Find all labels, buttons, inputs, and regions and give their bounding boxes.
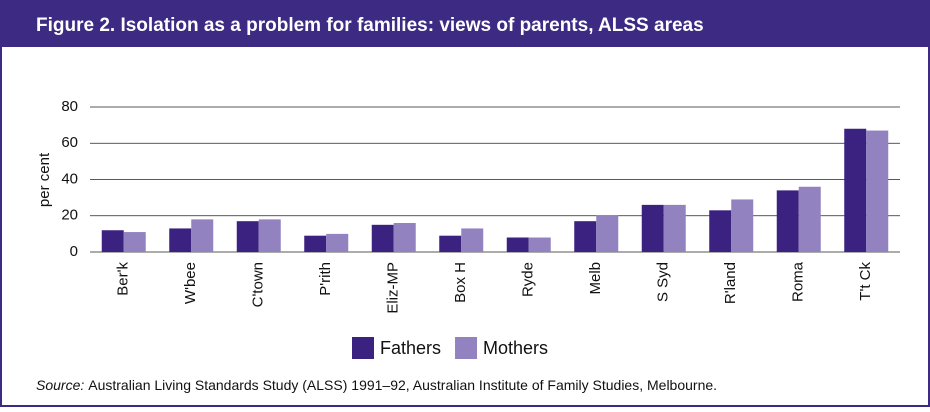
- source-text: Australian Living Standards Study (ALSS)…: [88, 377, 717, 393]
- bar: [574, 221, 597, 252]
- bar: [101, 230, 124, 252]
- x-tick-label: S Syd: [655, 262, 672, 302]
- legend-label: Fathers: [380, 338, 441, 358]
- bar: [709, 210, 732, 252]
- x-tick-label: Ber'k: [115, 262, 132, 296]
- legend-swatch: [455, 337, 478, 359]
- bar: [844, 128, 867, 252]
- x-tick-label: R'land: [722, 262, 739, 304]
- x-tick-label: T't Ck: [857, 262, 874, 301]
- bar: [866, 130, 889, 252]
- legend-swatch: [352, 337, 374, 359]
- bar: [663, 204, 686, 252]
- y-tick-label: 20: [61, 207, 78, 224]
- bar: [528, 237, 551, 252]
- bar: [439, 235, 462, 252]
- bar: [596, 215, 619, 252]
- source-label: Source:: [36, 377, 84, 393]
- bar: [798, 186, 821, 252]
- y-tick-label: 80: [61, 98, 78, 115]
- x-tick-label: P'rith: [317, 262, 334, 296]
- bar: [641, 204, 664, 252]
- x-tick-label: Eliz-MP: [385, 262, 402, 314]
- bar: [326, 233, 349, 252]
- bar: [731, 199, 754, 252]
- source: Source: Australian Living Standards Study…: [36, 377, 717, 393]
- y-tick-label: 0: [70, 243, 78, 260]
- bar: [461, 228, 484, 252]
- x-tick-label: C'town: [250, 262, 267, 307]
- bar: [258, 219, 281, 252]
- y-tick-label: 60: [61, 134, 78, 151]
- bar: [393, 223, 416, 252]
- bar: [236, 221, 259, 252]
- bar: [123, 232, 146, 252]
- x-tick-label: Melb: [587, 262, 604, 295]
- bar: [371, 224, 394, 252]
- chart-title: Figure 2. Isolation as a problem for fam…: [36, 15, 704, 36]
- bar: [776, 190, 799, 252]
- header-band: [0, 0, 930, 47]
- x-tick-label: Ryde: [520, 262, 537, 297]
- x-tick-label: Roma: [790, 261, 807, 302]
- bar: [191, 219, 214, 252]
- y-tick-label: 40: [61, 170, 78, 187]
- x-tick-label: Box H: [452, 262, 469, 303]
- bar: [169, 228, 192, 252]
- legend-label: Mothers: [483, 338, 548, 358]
- y-axis-label: per cent: [36, 152, 53, 207]
- bar: [304, 235, 327, 252]
- bar: [506, 237, 529, 252]
- x-tick-label: W'bee: [182, 262, 199, 304]
